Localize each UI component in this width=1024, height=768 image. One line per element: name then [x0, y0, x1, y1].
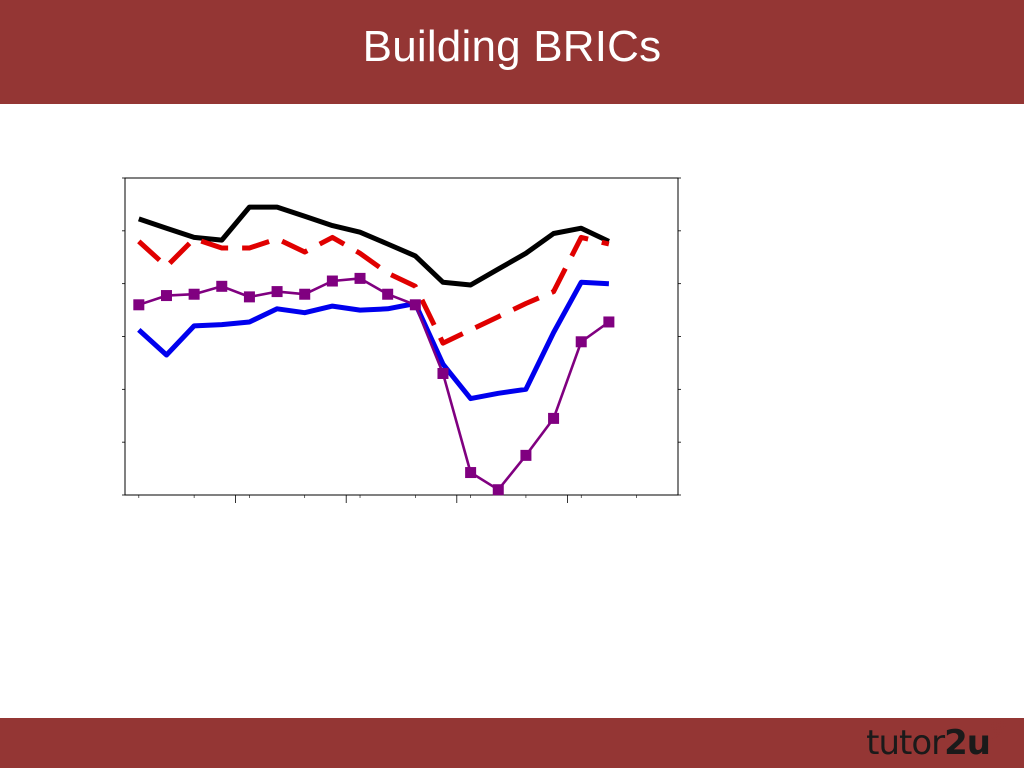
- footer-band: tutor2u: [0, 718, 1024, 768]
- data-point-4-13: [465, 467, 477, 479]
- data-point-4-15: [520, 449, 532, 461]
- data-point-4-17: [575, 336, 587, 348]
- data-point-4-14: [492, 484, 504, 496]
- data-point-4-7: [299, 288, 311, 300]
- data-point-4-2: [160, 290, 172, 302]
- data-point-4-18: [603, 316, 615, 328]
- chart-axes: [122, 177, 681, 503]
- series-line-3: [137, 279, 610, 402]
- title-band: Building BRICs: [0, 0, 1024, 104]
- series-line-2: [137, 234, 610, 346]
- data-point-4-4: [216, 280, 228, 292]
- flower-logo-icon: [990, 720, 1007, 741]
- chart-series: [133, 204, 615, 496]
- logo-text-bold: 2u: [944, 723, 991, 763]
- chart-area: [0, 104, 1024, 718]
- data-point-4-9: [354, 272, 366, 284]
- data-point-4-5: [243, 291, 255, 303]
- data-point-4-3: [188, 288, 200, 300]
- plot-frame: [124, 177, 679, 496]
- data-point-4-16: [548, 412, 560, 424]
- slide-title: Building BRICs: [362, 22, 662, 71]
- tutor2u-logo: tutor2u: [866, 718, 1007, 768]
- data-point-4-11: [409, 299, 421, 311]
- line-chart: [122, 177, 681, 503]
- logo-text-light: tutor: [866, 723, 945, 763]
- data-point-4-1: [133, 299, 145, 311]
- data-point-4-10: [382, 288, 394, 300]
- data-point-4-6: [271, 286, 283, 298]
- data-point-4-8: [326, 275, 338, 287]
- data-point-4-12: [437, 367, 449, 379]
- series-line-1: [138, 204, 610, 288]
